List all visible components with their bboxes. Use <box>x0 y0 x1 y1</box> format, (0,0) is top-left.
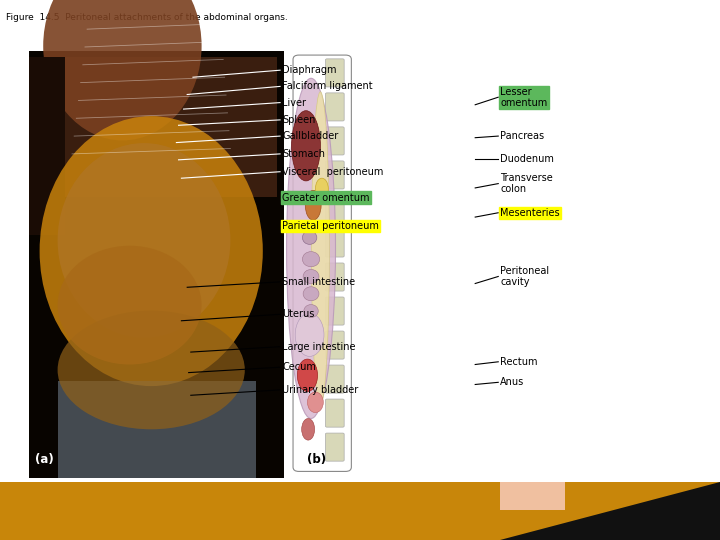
Text: Diaphragm: Diaphragm <box>282 65 337 75</box>
Text: Duodenum: Duodenum <box>500 154 554 164</box>
Bar <box>58 381 256 478</box>
Ellipse shape <box>302 231 317 244</box>
FancyBboxPatch shape <box>325 399 344 427</box>
Text: Anus: Anus <box>500 377 525 387</box>
Ellipse shape <box>58 310 245 429</box>
FancyBboxPatch shape <box>325 161 344 189</box>
Text: Cecum: Cecum <box>282 362 316 372</box>
Text: Uterus: Uterus <box>282 309 315 319</box>
Bar <box>500 482 565 510</box>
Ellipse shape <box>303 287 319 301</box>
Text: Liver: Liver <box>282 98 306 107</box>
Text: Large intestine: Large intestine <box>282 342 356 352</box>
Text: Pancreas: Pancreas <box>500 131 544 141</box>
Ellipse shape <box>305 190 321 220</box>
Ellipse shape <box>43 0 202 140</box>
Text: Visceral  peritoneum: Visceral peritoneum <box>282 167 384 177</box>
FancyBboxPatch shape <box>325 93 344 121</box>
Text: Spleen: Spleen <box>282 115 315 125</box>
Text: Transverse
colon: Transverse colon <box>500 173 553 194</box>
Ellipse shape <box>58 246 202 364</box>
Bar <box>29 51 284 478</box>
Text: Falciform ligament: Falciform ligament <box>282 82 373 91</box>
Bar <box>0 482 720 540</box>
Bar <box>29 57 65 235</box>
Ellipse shape <box>304 305 318 318</box>
Text: Lesser
omentum: Lesser omentum <box>500 86 548 108</box>
Text: (a): (a) <box>35 453 53 466</box>
Text: Parietal peritoneum: Parietal peritoneum <box>282 221 379 231</box>
FancyBboxPatch shape <box>325 297 344 325</box>
Text: Small intestine: Small intestine <box>282 277 356 287</box>
FancyBboxPatch shape <box>325 127 344 155</box>
Text: Rectum: Rectum <box>500 357 538 367</box>
FancyBboxPatch shape <box>325 331 344 359</box>
Ellipse shape <box>297 359 318 392</box>
Ellipse shape <box>292 111 320 181</box>
FancyBboxPatch shape <box>325 229 344 257</box>
Text: (b): (b) <box>307 453 327 466</box>
Text: Greater omentum: Greater omentum <box>282 193 370 202</box>
Ellipse shape <box>287 78 336 418</box>
FancyBboxPatch shape <box>325 365 344 393</box>
Ellipse shape <box>58 143 230 338</box>
FancyBboxPatch shape <box>325 263 344 291</box>
Polygon shape <box>500 482 720 540</box>
Bar <box>284 51 479 478</box>
Ellipse shape <box>302 418 315 440</box>
Text: Mesenteries: Mesenteries <box>500 208 560 218</box>
Text: Peritoneal
cavity: Peritoneal cavity <box>500 266 549 287</box>
Text: Figure  14.5  Peritoneal attachments of the abdominal organs.: Figure 14.5 Peritoneal attachments of th… <box>6 14 287 23</box>
FancyBboxPatch shape <box>325 59 344 87</box>
Ellipse shape <box>295 313 324 356</box>
Ellipse shape <box>307 392 323 413</box>
Text: Stomach: Stomach <box>282 149 325 159</box>
FancyBboxPatch shape <box>325 195 344 223</box>
Bar <box>36 57 277 197</box>
Ellipse shape <box>315 178 328 200</box>
Ellipse shape <box>302 252 320 267</box>
Text: Gallbladder: Gallbladder <box>282 131 338 141</box>
Ellipse shape <box>311 92 329 405</box>
FancyBboxPatch shape <box>325 433 344 461</box>
Ellipse shape <box>303 269 319 284</box>
Text: Urinary bladder: Urinary bladder <box>282 385 359 395</box>
Ellipse shape <box>40 116 263 386</box>
